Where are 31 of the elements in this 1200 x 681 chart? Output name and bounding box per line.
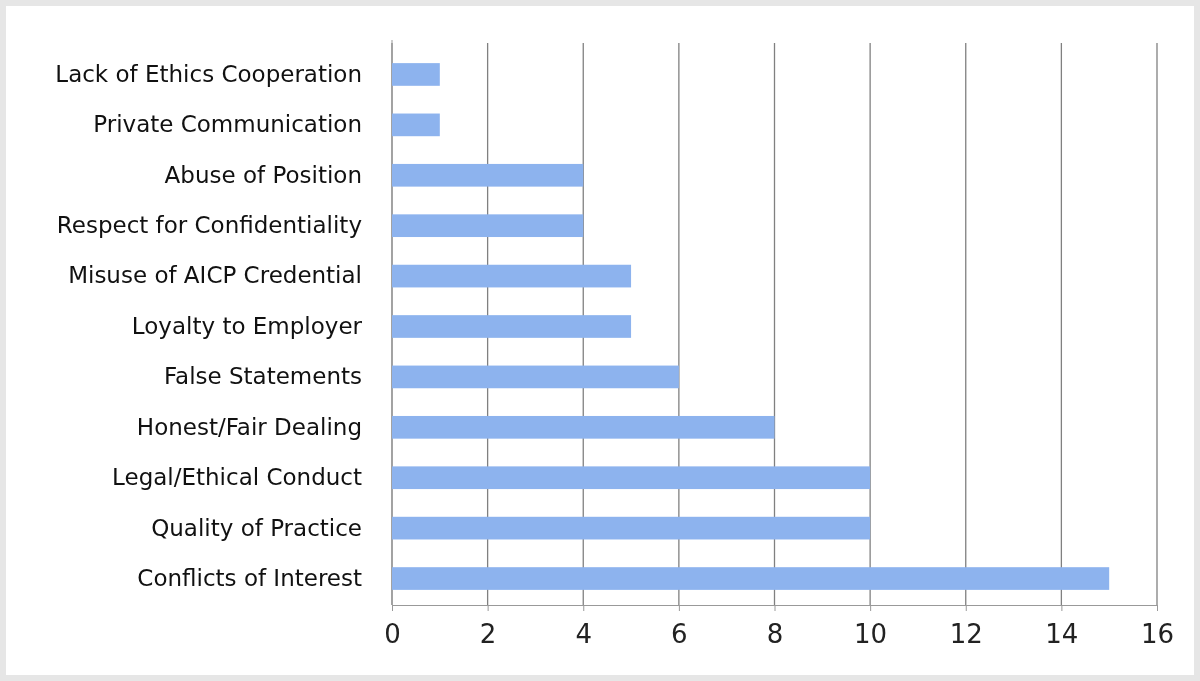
bar	[392, 264, 632, 288]
bar	[392, 365, 679, 389]
bar	[392, 63, 440, 86]
bar	[392, 516, 871, 540]
bar	[392, 214, 584, 238]
x-tick-label: 14	[1045, 619, 1079, 650]
x-tick-label: 0	[384, 619, 401, 650]
bar	[392, 315, 632, 338]
x-tick-label: 6	[671, 619, 688, 650]
x-tick-label: 16	[1140, 619, 1175, 650]
bar	[392, 415, 775, 439]
bar	[392, 113, 440, 137]
y-tick-label: Misuse of AICP Credential	[68, 262, 362, 289]
bar	[392, 163, 584, 187]
x-tick-label: 12	[949, 619, 983, 650]
y-tick-label: Loyalty to Employer	[131, 312, 363, 339]
y-tick-label: Conflicts of Interest	[137, 564, 362, 591]
bar	[392, 466, 871, 490]
x-tick-label: 10	[854, 619, 888, 650]
x-tick-label: 8	[766, 619, 784, 650]
y-tick-label: Legal/Ethical Conduct	[112, 464, 362, 491]
y-tick-label: False Statements	[163, 363, 362, 390]
y-tick-label: Quality of Practice	[151, 514, 362, 541]
bar	[392, 567, 1110, 590]
y-tick-label: Respect for Confidentiality	[56, 212, 362, 239]
y-tick-label: Lack of Ethics Cooperation	[55, 60, 362, 87]
x-tick-label: 2	[479, 619, 497, 650]
y-tick-label: Honest/Fair Dealing	[136, 413, 362, 440]
y-tick-label: Abuse of Position	[164, 161, 362, 188]
y-tick-label: Private Communication	[93, 111, 362, 138]
x-tick-label: 4	[575, 619, 593, 650]
